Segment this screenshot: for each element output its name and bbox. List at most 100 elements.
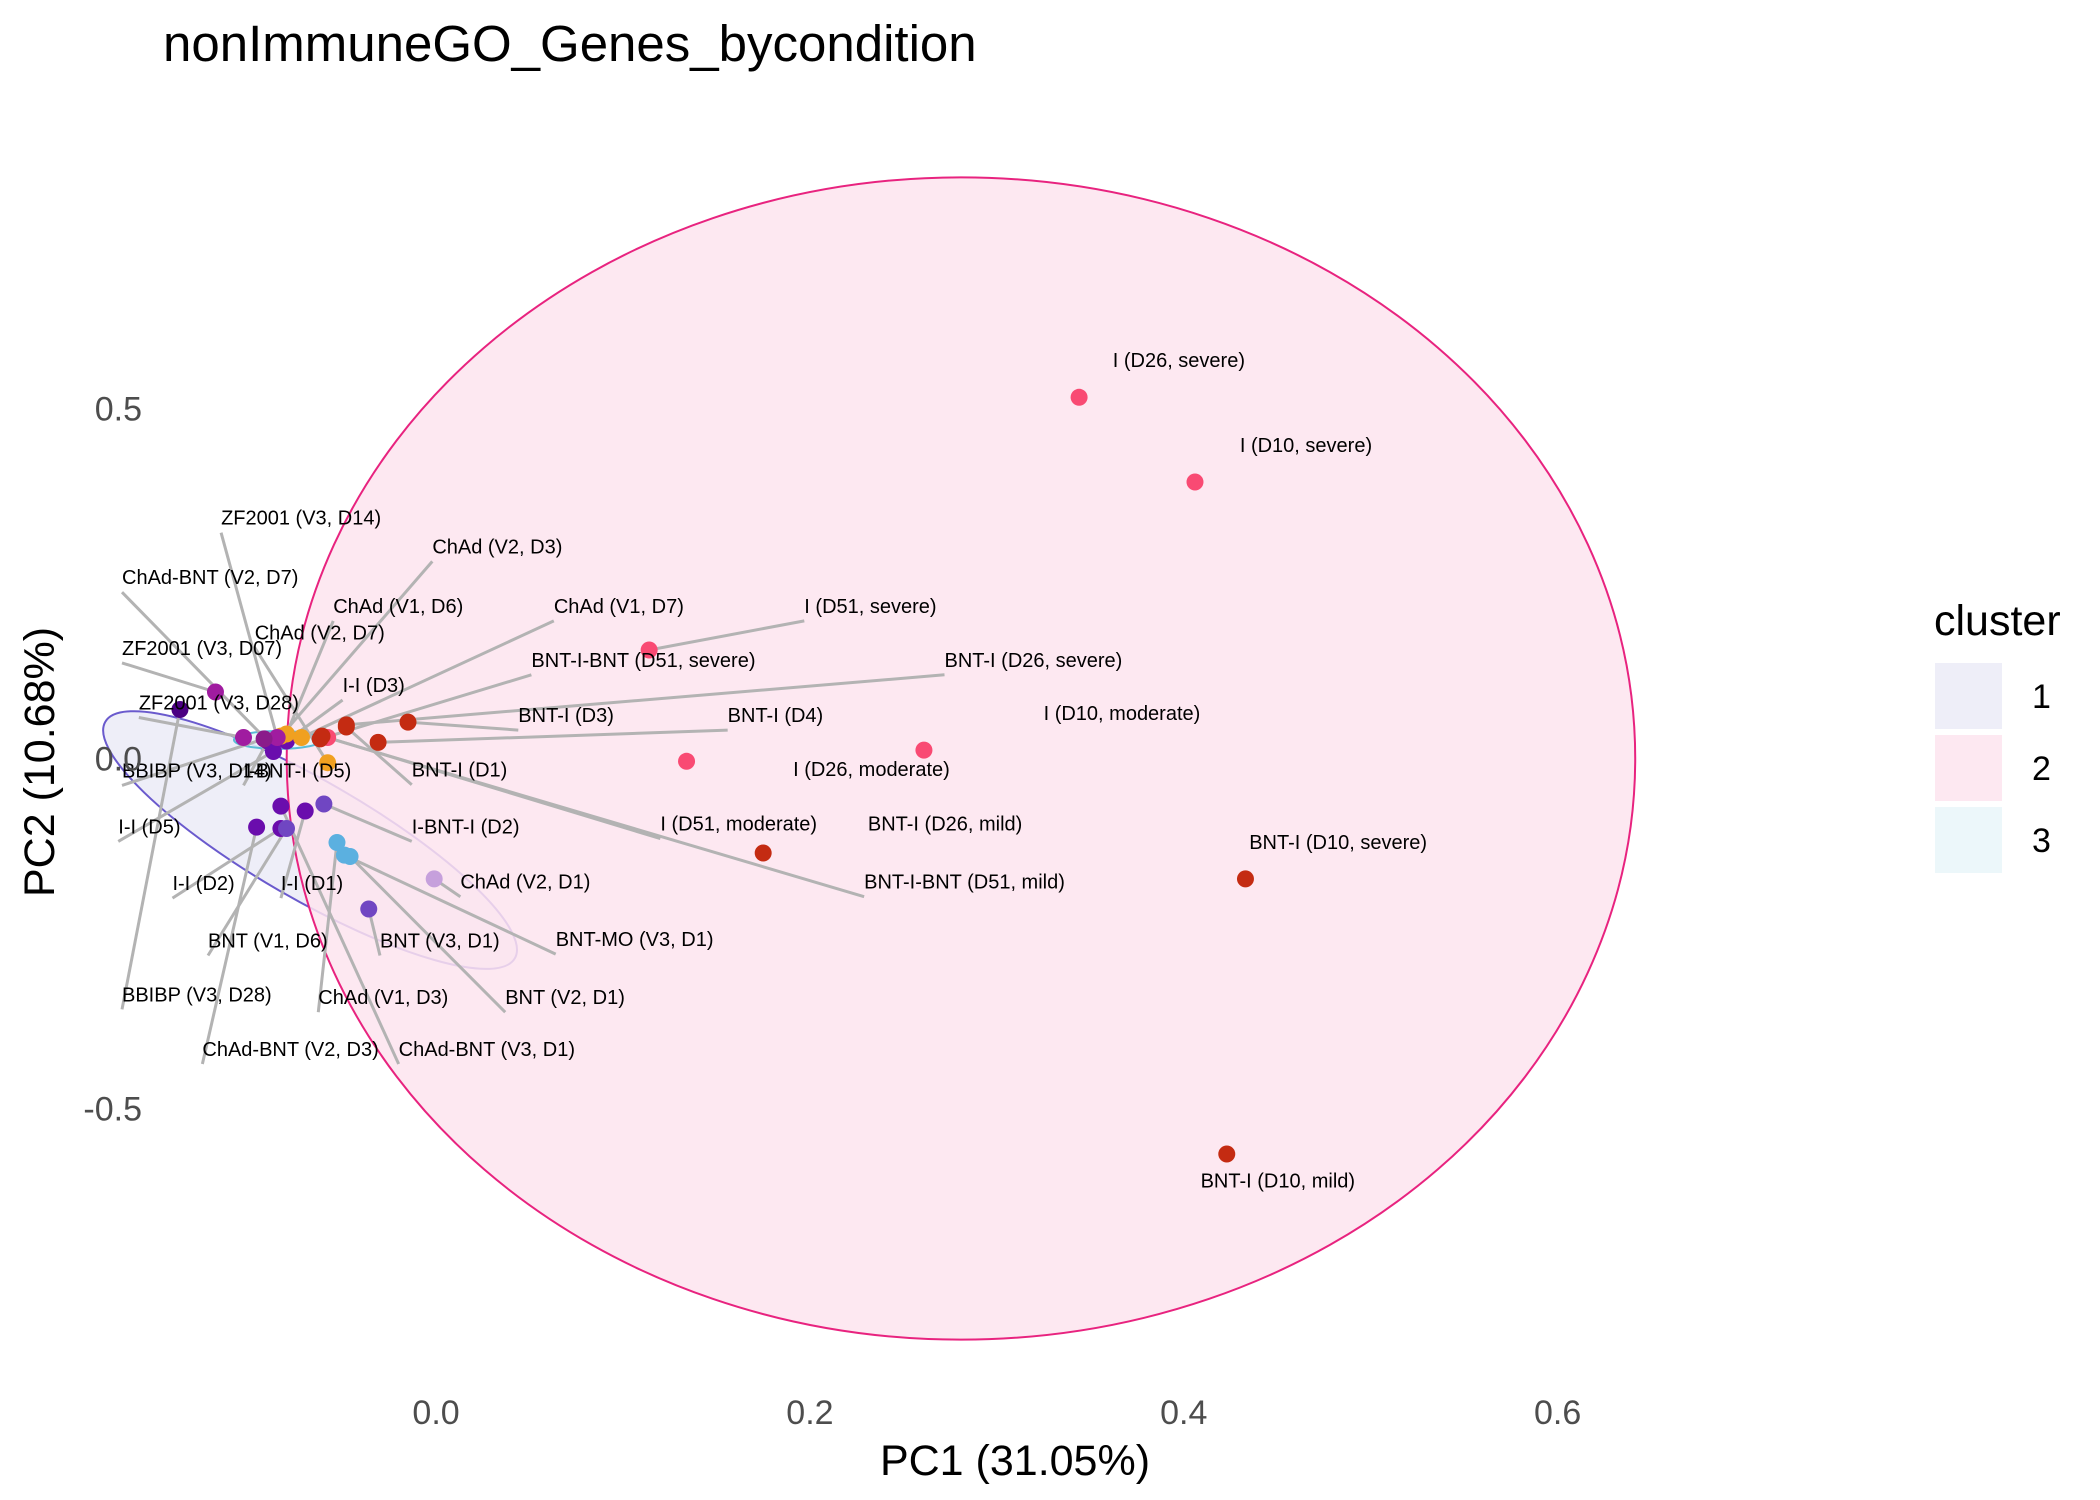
leader-line [138, 716, 244, 739]
point-label: BNT-I-BNT (D51, mild) [864, 872, 1065, 894]
data-point [292, 729, 310, 746]
point-label: BNT (V2, D1) [505, 987, 625, 1009]
data-point [319, 754, 337, 772]
point-label: BNT-I (D3) [518, 705, 614, 727]
y-axis-title: PC2 (10.68%) [16, 627, 64, 897]
point-label: ChAd (V1, D6) [333, 596, 463, 618]
point-label: BNT-I-BNT (D51, severe) [531, 650, 755, 672]
data-point [206, 683, 224, 701]
y-tick-label: 0.5 [95, 391, 142, 429]
leader-line [321, 734, 865, 899]
x-axis-title: PC1 (31.05%) [880, 1437, 1150, 1485]
data-point [235, 729, 253, 746]
data-point [360, 900, 378, 918]
legend-label-1: 1 [2032, 678, 2051, 716]
leader-line [279, 810, 307, 899]
x-tick-label: 0.4 [1160, 1394, 1207, 1432]
data-point [272, 797, 290, 815]
point-label: I (D10, moderate) [1044, 703, 1201, 725]
leader-line [345, 725, 413, 786]
data-point [268, 729, 286, 746]
point-labels: I (D26, severe) I (D10, severe) I (D10, mo… [118, 350, 1427, 1192]
leader-line [120, 709, 182, 1010]
point-label: ChAd-BNT (V3, D1) [399, 1039, 575, 1061]
leader-line [316, 842, 339, 1013]
data-point [915, 741, 933, 759]
data-point [425, 870, 443, 888]
data-point [754, 844, 772, 862]
point-label: ChAd-BNT (V2, D7) [122, 567, 298, 589]
x-tick-label: 0.6 [1534, 1394, 1581, 1432]
data-point [315, 795, 333, 813]
data-point [1070, 388, 1088, 406]
legend-label-3: 3 [2032, 822, 2051, 860]
point-label: I-I (D3) [343, 675, 405, 697]
leader-line [285, 620, 335, 735]
data-point [1236, 870, 1254, 888]
data-point [248, 818, 266, 836]
leader-line [378, 728, 728, 744]
data-point [255, 730, 273, 748]
legend-items: 1 2 3 [1935, 663, 2051, 873]
leader-line [219, 532, 279, 738]
point-label: BBIBP (V3, D28) [122, 984, 272, 1006]
y-tick-label: -0.5 [83, 1091, 142, 1129]
point-label: I (D26, moderate) [793, 759, 950, 781]
point-label: I (D51, severe) [804, 596, 936, 618]
leader-line [121, 661, 216, 694]
data-point [278, 820, 296, 837]
leader-line [206, 827, 288, 957]
point-label: I-BNT-I (D2) [412, 816, 520, 838]
data-point [296, 802, 314, 820]
y-tick-label: 0.0 [95, 741, 142, 779]
cluster-2-ellipse [285, 176, 1637, 1341]
point-label: I (D10, severe) [1240, 435, 1372, 457]
plot-area: I (D26, severe) I (D10, severe) I (D10, mo… [102, 176, 1637, 1341]
data-point [337, 718, 355, 736]
point-label: BNT-I (D1) [412, 760, 508, 782]
point-label: ChAd (V2, D1) [460, 872, 590, 894]
data-point [1186, 473, 1204, 491]
data-point [313, 727, 331, 745]
leader-line [200, 826, 259, 1065]
data-point [1218, 1145, 1236, 1163]
data-point [399, 713, 417, 731]
data-point [328, 834, 346, 851]
point-label: BNT-I (D26, severe) [945, 650, 1123, 672]
leader-line [171, 827, 282, 900]
leader-line [117, 750, 275, 843]
leader-line [121, 737, 265, 787]
point-label: ChAd (V2, D7) [255, 623, 385, 645]
point-label: I-I (D5) [118, 816, 180, 838]
point-label: BBIBP (V3, D14) [122, 760, 272, 782]
point-label: I-BNT-I (D5) [244, 760, 352, 782]
leader-line [323, 802, 413, 843]
point-label: ZF2001 (V3, D07) [122, 638, 282, 660]
point-label: ChAd-BNT (V2, D3) [202, 1039, 378, 1061]
leader-line [348, 855, 507, 1014]
point-label: BNT-I (D10, mild) [1201, 1171, 1355, 1193]
cluster-ellipses [102, 176, 1637, 1341]
legend-key-2 [1935, 735, 2002, 801]
leader-line [407, 720, 519, 732]
data-points [171, 388, 1254, 1163]
point-label: ChAd (V1, D7) [554, 596, 684, 618]
x-axis-ticks: 0.0 0.2 0.4 0.6 [412, 1394, 1581, 1432]
point-label: BNT (V1, D6) [208, 931, 328, 953]
point-label: BNT-I (D4) [728, 705, 824, 727]
y-axis-ticks: -0.5 0.0 0.5 [83, 391, 142, 1129]
point-label: ZF2001 (V3, D14) [221, 508, 381, 530]
point-label: I (D26, severe) [1113, 350, 1245, 372]
point-label: ChAd (V2, D3) [432, 536, 562, 558]
data-point [369, 733, 387, 751]
point-label: BNT-I (D26, mild) [868, 814, 1022, 836]
point-label: ZF2001 (V3, D28) [139, 693, 299, 715]
legend-label-2: 2 [2032, 750, 2051, 788]
legend: cluster 1 2 3 [1934, 597, 2061, 873]
leader-line [279, 560, 434, 738]
point-label: I-I (D2) [172, 873, 234, 895]
point-label: ChAd (V1, D3) [318, 987, 448, 1009]
point-label: I (D51, moderate) [660, 814, 817, 836]
point-label: BNT-I (D10, severe) [1249, 832, 1427, 854]
